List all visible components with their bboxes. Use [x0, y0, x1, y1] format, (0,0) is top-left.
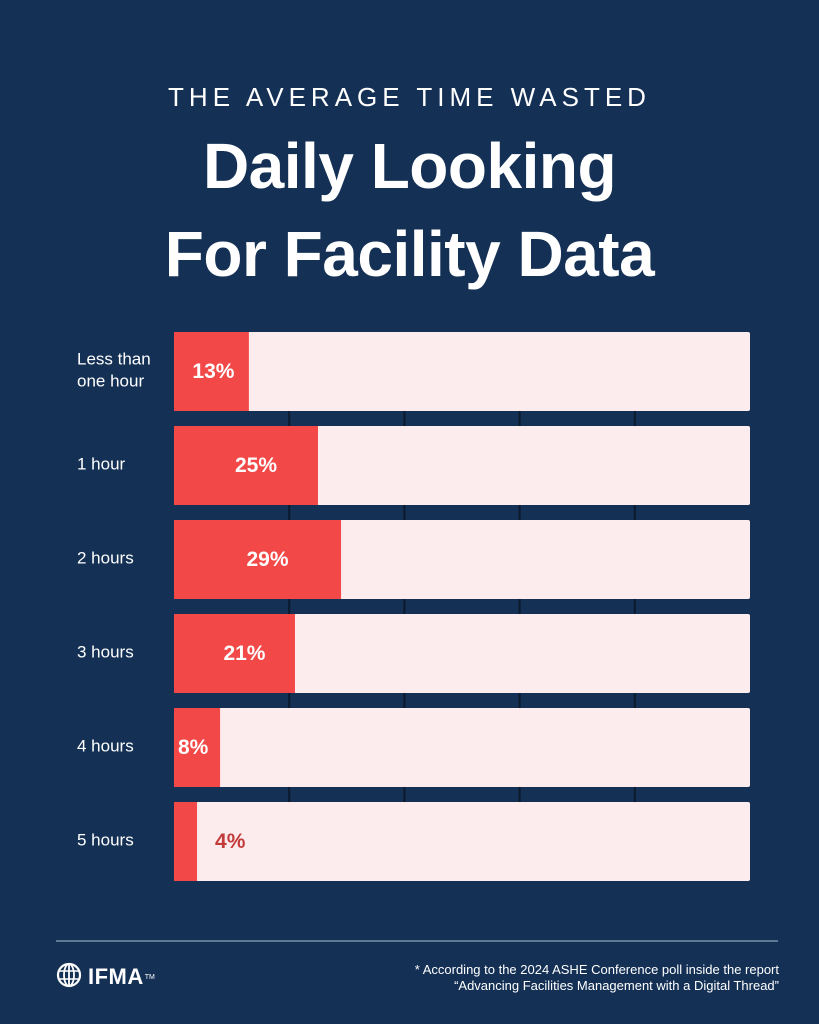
category-label: 3 hours	[77, 643, 134, 662]
bar-track	[174, 614, 750, 693]
bar	[174, 802, 198, 881]
ifma-logo: IFMA TM	[56, 962, 155, 992]
bar-track	[174, 802, 750, 881]
category-label: 2 hours	[77, 549, 134, 568]
footnote-line-1: * According to the 2024 ASHE Conference …	[414, 962, 779, 977]
value-label: 21%	[223, 642, 265, 665]
footnote-line-2: “Advancing Facilities Management with a …	[454, 978, 779, 993]
bar-track	[174, 332, 750, 411]
globe-icon	[56, 962, 82, 993]
footer-divider	[56, 940, 778, 942]
category-label: 1 hour	[77, 455, 126, 474]
chart-title: Daily Looking For Facility Data	[0, 122, 819, 298]
bar	[174, 426, 318, 505]
bar	[174, 614, 295, 693]
value-label: 4%	[215, 830, 246, 853]
logo-text: IFMA	[88, 964, 144, 989]
category-label: 5 hours	[77, 831, 134, 850]
bar-track	[174, 708, 750, 787]
footnote: * According to the 2024 ASHE Conference …	[279, 962, 779, 994]
logo-trademark: TM	[144, 973, 155, 981]
bar-chart: Less than one hour 13% 1 hour 25% 2 hours 29% 3…	[77, 332, 750, 881]
bar	[174, 708, 221, 787]
value-label: 25%	[235, 454, 277, 477]
chart-title-line-2: For Facility Data	[164, 218, 655, 290]
category-label: Less than one hour	[77, 350, 151, 391]
value-label: 29%	[247, 548, 289, 571]
value-label: 8%	[178, 736, 209, 759]
chart-title-line-1: Daily Looking	[202, 130, 617, 202]
bar	[174, 332, 249, 411]
category-label: 4 hours	[77, 737, 134, 756]
bar	[174, 520, 342, 599]
chart-kicker: THE AVERAGE TIME WASTED	[168, 82, 651, 112]
value-label: 13%	[192, 360, 234, 383]
